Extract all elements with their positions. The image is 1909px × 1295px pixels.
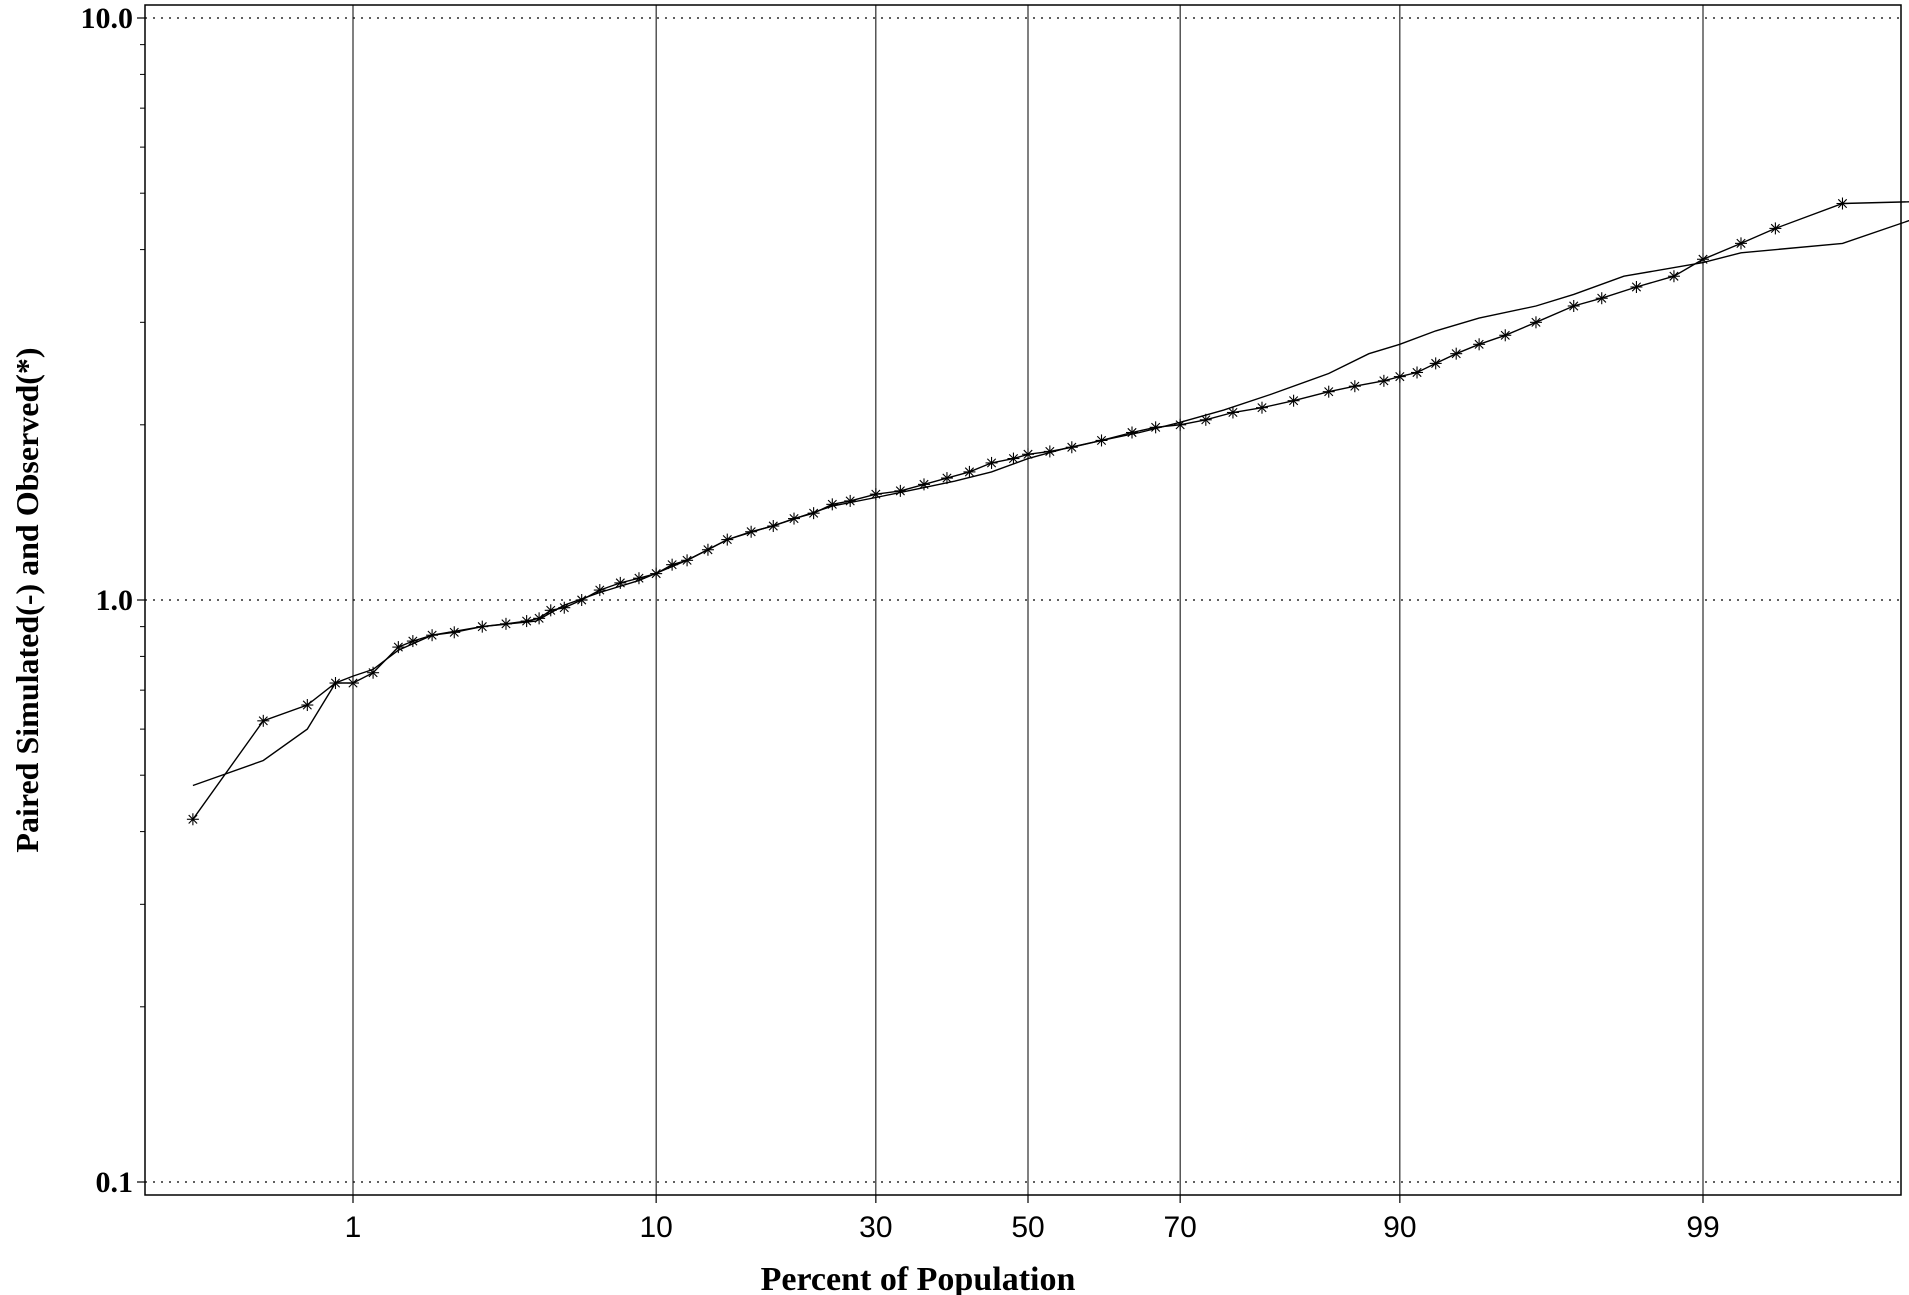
x-tick-label: 1 [345, 1211, 362, 1244]
observed-point [681, 554, 694, 567]
observed-point [985, 456, 998, 469]
y-tick-label: 1.0 [96, 584, 134, 617]
observed-point [499, 617, 512, 630]
observed-point [1065, 441, 1078, 454]
y-axis-label: Paired Simulated(-) and Observed(*) [9, 347, 45, 852]
observed-point [520, 615, 533, 628]
x-tick-label: 99 [1686, 1211, 1719, 1244]
observed-point [544, 604, 557, 617]
observed-point [1473, 338, 1486, 351]
series-line-observed [192, 201, 1909, 820]
x-axis-label: Percent of Population [761, 1261, 1076, 1295]
observed-point [329, 677, 342, 690]
series-simulated [192, 219, 1909, 787]
observed-point [1022, 448, 1034, 461]
observed-point [1199, 413, 1212, 426]
observed-point [533, 612, 546, 625]
observed-point [575, 594, 588, 606]
observed-point [1226, 406, 1239, 419]
observed-point [558, 601, 571, 614]
observed-point [1567, 300, 1580, 313]
x-tick-label: 50 [1011, 1211, 1044, 1244]
observed-point [1126, 426, 1139, 439]
observed-point [1174, 418, 1187, 431]
observed-point [807, 507, 820, 520]
observed-point [1287, 394, 1300, 407]
y-tick-label: 0.1 [96, 1166, 134, 1199]
observed-point [392, 641, 405, 654]
x-tick-label: 90 [1383, 1211, 1416, 1244]
observed-point [476, 620, 489, 633]
observed-point [593, 584, 606, 597]
observed-point [788, 512, 801, 525]
observed-point [301, 699, 314, 712]
series-observed [186, 197, 1909, 826]
y-tick-label: 10.0 [81, 2, 134, 35]
observed-point [1595, 292, 1608, 305]
observed-point [1769, 222, 1782, 235]
observed-point [745, 525, 758, 538]
observed-point [701, 543, 714, 556]
series-line-simulated [192, 219, 1909, 787]
observed-point [1322, 385, 1335, 398]
observed-point [1255, 401, 1268, 414]
observed-point [869, 488, 882, 501]
observed-point [1377, 374, 1390, 387]
observed-point [963, 465, 976, 478]
observed-point [1630, 280, 1643, 293]
observed-point [1499, 329, 1512, 342]
axis-ticks: 1 10 30 50 70 90 99 0.1 1.0 10.0 [81, 2, 1720, 1244]
observed-point [1429, 357, 1442, 370]
observed-point [257, 714, 270, 727]
observed-point [1734, 237, 1747, 250]
x-tick-label: 30 [859, 1211, 892, 1244]
observed-point [826, 498, 839, 511]
observed-point [632, 572, 645, 585]
observed-point [940, 472, 953, 485]
observed-point [894, 484, 907, 497]
observed-point [1348, 380, 1361, 393]
observed-point [1149, 421, 1162, 434]
x-tick-label: 70 [1163, 1211, 1196, 1244]
observed-point [1393, 370, 1406, 383]
observed-point [1697, 253, 1709, 266]
observed-point [1095, 434, 1108, 447]
observed-point [426, 629, 439, 642]
x-tick-label: 10 [639, 1211, 672, 1244]
observed-point [917, 478, 930, 491]
plot-frame [144, 4, 1902, 1196]
observed-point [721, 533, 734, 546]
observed-point [1836, 197, 1849, 210]
grid [145, 5, 1901, 1195]
observed-point [1043, 445, 1056, 458]
series-layer [186, 197, 1909, 826]
observed-point [767, 520, 780, 533]
observed-point [1529, 316, 1542, 329]
observed-point [1411, 366, 1424, 379]
observed-point [367, 666, 380, 679]
observed-point [666, 558, 679, 571]
observed-point [1007, 452, 1020, 465]
observed-point [406, 635, 419, 648]
observed-point [650, 567, 663, 580]
observed-point [844, 494, 857, 507]
observed-point [448, 626, 461, 639]
observed-point [1450, 347, 1463, 360]
observed-point [1667, 270, 1680, 283]
observed-point [186, 813, 199, 826]
observed-point [347, 677, 359, 690]
observed-point [614, 576, 627, 589]
